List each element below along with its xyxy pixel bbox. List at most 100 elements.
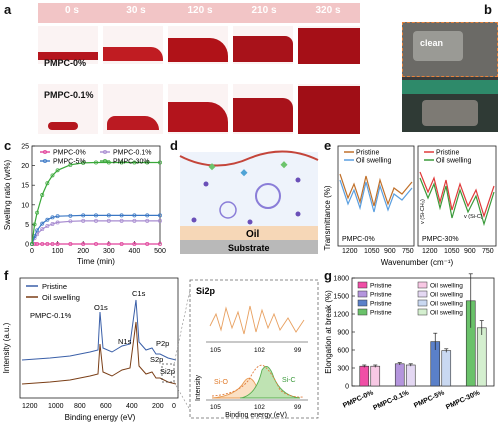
c-legend-label: PMPC-30% (113, 159, 150, 166)
c-data-point (50, 242, 55, 246)
f-xtick-2: 800 (74, 403, 86, 410)
c-data-point (40, 227, 45, 232)
f-oil-line (21, 321, 177, 385)
g-bar (476, 327, 487, 387)
c-data-point (81, 242, 86, 246)
g-ytick-label: 600 (337, 348, 349, 355)
c-xtick-label: 0 (30, 248, 34, 255)
c-ytick-label: 0 (25, 242, 29, 249)
c-ytick-label: 15 (21, 183, 29, 190)
g-legend-label: Pristine (370, 301, 392, 308)
c-xtick-label: 100 (52, 248, 64, 255)
c-data-point (106, 242, 111, 246)
c-data-point (145, 213, 150, 218)
f-peak-p2p: P2p (156, 339, 169, 348)
g-bar (405, 364, 416, 387)
c-data-point (55, 242, 60, 246)
c-xtick-label: 300 (103, 248, 115, 255)
c-data-point (158, 160, 162, 165)
molecule (203, 181, 209, 187)
time-header-bar (38, 3, 360, 23)
c-data-point (158, 242, 162, 246)
c-data-point (158, 213, 162, 218)
e-legend-pristine-right: Pristine (436, 150, 459, 157)
c-data-point (32, 242, 37, 246)
time-label-0: 0 s (65, 5, 79, 16)
g-category-label: PMPC-0% (342, 389, 375, 409)
f-xtick-0: 1200 (22, 403, 38, 410)
e-xtick-l0: 1200 (342, 248, 358, 255)
c-data-point (35, 228, 40, 233)
e-ylabel: Transmittance (%) (323, 185, 332, 250)
c-data-point (45, 217, 50, 222)
f-zoom-box (161, 363, 175, 383)
panel-label-e: e (324, 138, 332, 153)
f-inset-label-sio: Si-O (214, 379, 229, 386)
f-legend-pristine: Pristine (42, 282, 67, 291)
f-xtick-4: 400 (126, 403, 138, 410)
photo-row2-t4 (298, 84, 360, 134)
g-category-label: PMPC-5% (413, 389, 446, 409)
g-legend-label: Pristine (370, 283, 392, 290)
panel-b-photo (402, 22, 498, 132)
c-data-point (94, 218, 98, 223)
panel-label-g: g (324, 268, 332, 283)
f-peak-si2p: Si2p (160, 367, 175, 376)
c-data-point (55, 214, 60, 219)
e-xtick-r0: 1200 (422, 248, 438, 255)
f-frame (19, 277, 179, 399)
f-peak-c1s: C1s (132, 289, 146, 298)
panel-label-f: f (4, 268, 9, 283)
c-legend-marker (103, 159, 107, 163)
f-xtick-1: 1000 (48, 403, 64, 410)
g-legend-swatch (357, 308, 368, 316)
panel-b-top-photo (402, 22, 498, 77)
e-legend-pristine-left: Pristine (356, 150, 379, 157)
e-left-frame (337, 145, 415, 247)
f-peak-s2p: S2p (150, 355, 163, 364)
f-ylabel: Intensity (a.u.) (2, 322, 11, 373)
e-right-frame (417, 145, 497, 247)
g-legend-label: Oil swelling (430, 283, 463, 290)
c-data-point (45, 181, 50, 186)
g-ytick-label: 1500 (333, 294, 349, 301)
e-xtick-l2: 900 (384, 248, 396, 255)
f-peak-o1s: O1s (94, 303, 108, 312)
c-xtick-label: 400 (129, 248, 141, 255)
panel-a-photo-grid: PMPC-0% (38, 26, 360, 134)
molecule (295, 211, 301, 217)
c-data-point (35, 242, 40, 246)
g-ytick-label: 1200 (333, 312, 349, 319)
diamond-group (280, 161, 288, 169)
time-label-1: 30 s (126, 5, 146, 16)
polymer-backbone (179, 150, 319, 167)
time-label-3: 210 s (251, 5, 277, 16)
c-legend-marker (43, 150, 47, 154)
photo-row1-t0 (38, 26, 98, 64)
c-ytick-label: 5 (25, 222, 29, 229)
f-inset-xtick-top-2: 99 (294, 347, 302, 354)
c-data-point (119, 218, 124, 223)
g-ytick-label: 1800 (333, 276, 349, 283)
oil-layer (180, 226, 318, 240)
diamond-group (240, 169, 248, 177)
g-legend-swatch (417, 308, 428, 316)
c-ytick-label: 20 (21, 163, 29, 170)
g-legend-label: Oil swelling (430, 292, 463, 299)
c-data-point (119, 213, 124, 218)
f-pristine-line (21, 299, 177, 361)
diamond-group (208, 163, 216, 171)
panel-label-b: b (484, 2, 492, 17)
e-legend-oil-left: Oil swelling (356, 158, 392, 165)
c-data-point (55, 168, 60, 173)
molecule (191, 217, 197, 223)
c-data-point (45, 242, 50, 246)
f-inset-envelope (211, 364, 305, 398)
molecule (295, 177, 301, 183)
g-bar (394, 363, 405, 387)
panel-c-swelling-chart: 0 100 200 300 400 500 0 5 10 15 20 25 Time (min) Swel… (3, 144, 166, 267)
clean-label: clean (420, 38, 444, 48)
f-xtick-6: 0 (172, 403, 176, 410)
photo-row2-t3 (233, 84, 293, 134)
f-inset-xtick-0: 105 (210, 404, 221, 411)
